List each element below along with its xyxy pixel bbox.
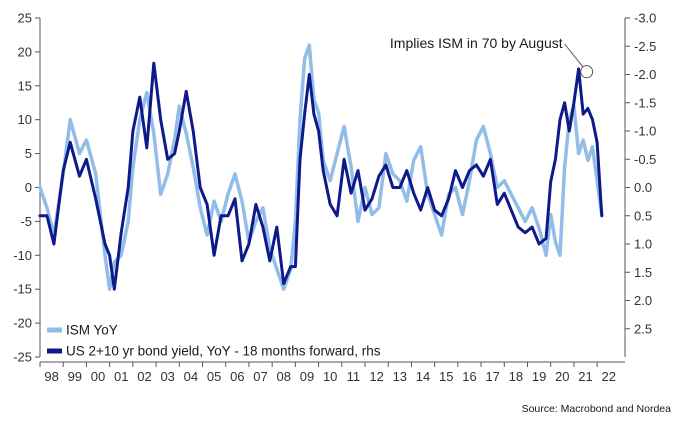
series-layer: [38, 43, 604, 291]
right-tick-label: -1.5: [634, 95, 656, 110]
x-tick-label: 19: [532, 369, 546, 384]
x-tick-label: 98: [44, 369, 58, 384]
legend: ISM YoY US 2+10 yr bond yield, YoY - 18 m…: [47, 323, 381, 359]
left-tick-label: -25: [13, 350, 32, 365]
x-tick-label: 10: [323, 369, 337, 384]
x-tick-label: 08: [277, 369, 291, 384]
right-tick-label: 0.5: [634, 208, 652, 223]
x-tick-label: 22: [602, 369, 616, 384]
x-tick-label: 06: [230, 369, 244, 384]
series-ism-yoy-line: [38, 43, 604, 291]
left-tick-label: 20: [18, 44, 32, 59]
x-tick-label: 14: [416, 369, 430, 384]
right-tick-label: -0.5: [634, 152, 656, 167]
x-tick-label: 03: [160, 369, 174, 384]
x-tick-label: 01: [114, 369, 128, 384]
right-tick-label: -2.0: [634, 67, 656, 82]
left-tick-label: 5: [25, 146, 32, 161]
right-tick-label: 1.5: [634, 265, 652, 280]
right-tick-label: -1.0: [634, 124, 656, 139]
annotation-circle: [580, 65, 594, 79]
x-tick-label: 13: [393, 369, 407, 384]
x-tick-label: 15: [439, 369, 453, 384]
right-tick-label: 2.0: [634, 293, 652, 308]
right-tick-label: -3.0: [634, 11, 656, 26]
legend-label: ISM YoY: [66, 323, 118, 338]
left-tick-label: -10: [13, 248, 32, 263]
x-tick-label: 20: [555, 369, 569, 384]
x-tick-label: 04: [184, 369, 198, 384]
x-tick-label: 12: [369, 369, 383, 384]
x-tick-label: 11: [347, 369, 361, 384]
annotation-layer: Implies ISM in 70 by August: [390, 35, 594, 79]
left-tick-label: -20: [13, 316, 32, 331]
right-tick-label: 1.0: [634, 237, 652, 252]
source-note: Source: Macrobond and Nordea: [522, 403, 672, 415]
x-tick-label: 17: [485, 369, 499, 384]
left-tick-label: 25: [18, 11, 32, 26]
x-tick-label: 07: [253, 369, 267, 384]
x-tick-label: 18: [509, 369, 523, 384]
annotation-label: Implies ISM in 70 by August: [390, 35, 563, 51]
x-tick-label: 99: [68, 369, 82, 384]
left-tick-label: 0: [25, 180, 32, 195]
x-tick-label: 02: [137, 369, 151, 384]
x-tick-label: 21: [578, 369, 592, 384]
right-tick-label: 0.0: [634, 180, 652, 195]
x-tick-label: 09: [300, 369, 314, 384]
right-tick-label: -2.5: [634, 39, 656, 54]
x-tick-label: 00: [91, 369, 105, 384]
left-tick-label: -5: [20, 214, 32, 229]
legend-label: US 2+10 yr bond yield, YoY - 18 months f…: [66, 344, 381, 359]
left-tick-label: 10: [18, 112, 32, 127]
x-tick-label: 05: [207, 369, 221, 384]
series-bond-yield-line: [38, 61, 604, 291]
annotation-leader-line: [564, 43, 584, 67]
left-tick-label: 15: [18, 78, 32, 93]
left-tick-label: -15: [13, 282, 32, 297]
x-tick-label: 16: [462, 369, 476, 384]
right-tick-label: 2.5: [634, 321, 652, 336]
